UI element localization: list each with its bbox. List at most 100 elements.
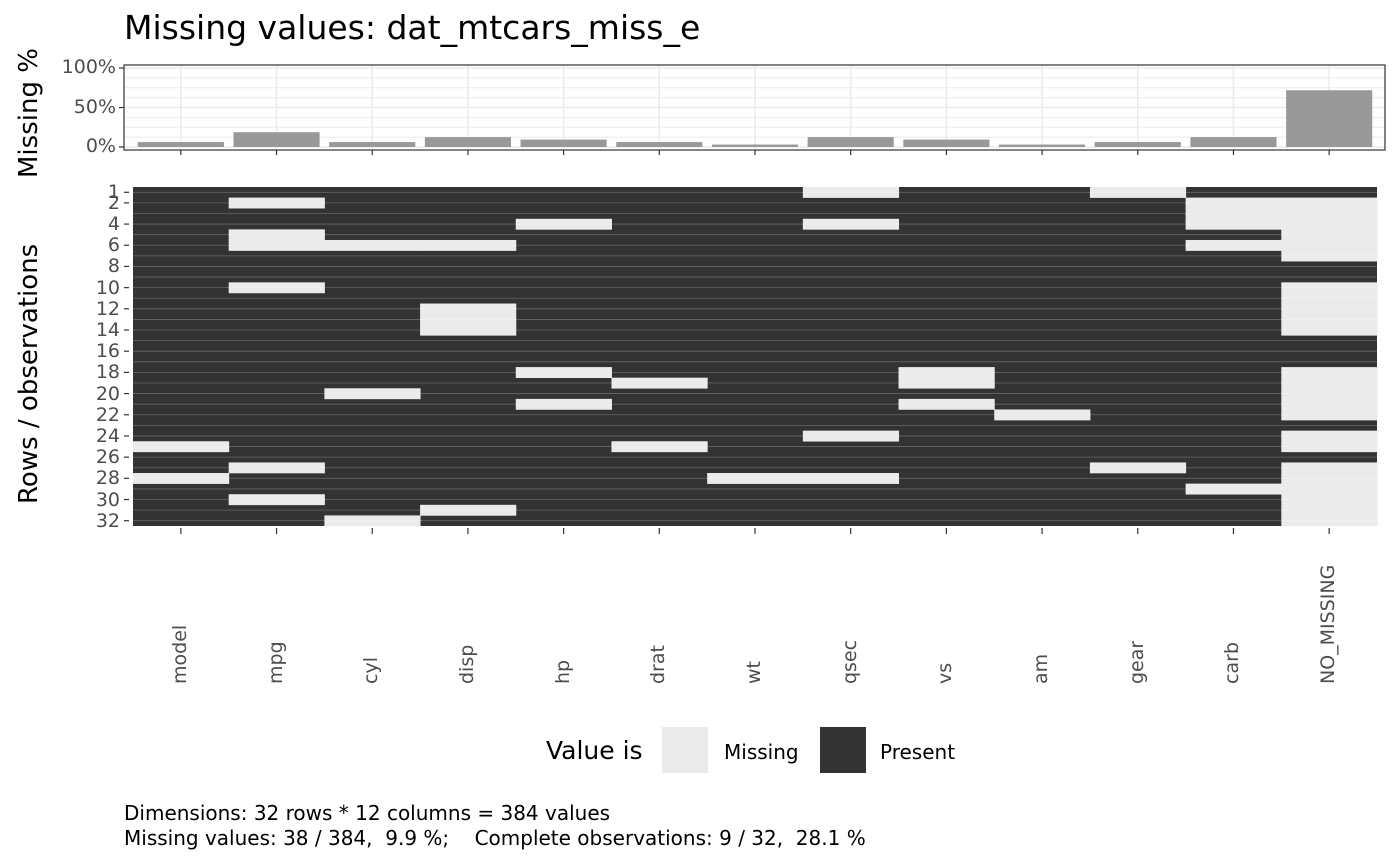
x-tick-label-wt: wt (743, 661, 765, 684)
legend-label-missing: Missing (724, 740, 799, 764)
legend-key-missing (662, 727, 708, 773)
heatmap-cell-missing-NO_MISSING-29 (1281, 483, 1378, 495)
heatmap-cell-missing-hp-4 (515, 218, 612, 230)
heatmap-cell-missing-NO_MISSING-12 (1281, 303, 1378, 315)
heatmap-cell-missing-NO_MISSING-10 (1281, 282, 1378, 294)
bar-y-tick-label: 50% (73, 95, 116, 118)
bar-cyl (329, 142, 416, 147)
heatmap-cell-missing-NO_MISSING-11 (1281, 292, 1378, 304)
heatmap-cell-missing-qsec-4 (802, 218, 900, 230)
heatmap-cell-missing-qsec-28 (802, 473, 900, 484)
heatmap-y-tick-label: 32 (95, 509, 120, 532)
heatmap-cell-missing-vs-21 (898, 398, 995, 410)
heatmap-cell-missing-NO_MISSING-14 (1281, 324, 1378, 336)
heatmap-cell-missing-mpg-10 (228, 282, 325, 294)
bar-model (137, 142, 224, 147)
heatmap-cell-missing-disp-13 (420, 314, 517, 326)
bar-y-tick-label: 100% (61, 56, 116, 78)
heatmap-cell-missing-drat-25 (611, 441, 708, 453)
x-tick-label-NO_MISSING: NO_MISSING (1317, 564, 1340, 684)
heatmap-cell-missing-am-22 (994, 409, 1091, 421)
bar-am (999, 144, 1086, 147)
heatmap-y-tick-label: 30 (95, 488, 120, 511)
heatmap-cell-missing-NO_MISSING-18 (1281, 367, 1378, 378)
heatmap-cell-missing-model-28 (133, 473, 230, 484)
heatmap-cell-missing-vs-19 (898, 377, 995, 389)
heatmap-cell-missing-NO_MISSING-19 (1281, 377, 1378, 389)
heatmap-cell-missing-NO_MISSING-25 (1281, 441, 1378, 453)
legend-title: Value is (546, 736, 643, 765)
heatmap-cell-missing-mpg-27 (228, 462, 325, 474)
heatmap-cell-missing-carb-2 (1185, 197, 1282, 209)
heatmap-cell-missing-NO_MISSING-21 (1281, 398, 1378, 410)
heatmap-cell-missing-NO_MISSING-4 (1281, 218, 1378, 230)
x-tick-label-qsec: qsec (838, 639, 861, 684)
heatmap-cell-missing-NO_MISSING-3 (1281, 208, 1378, 220)
x-tick-label-hp: hp (551, 659, 574, 684)
heatmap-cell-missing-disp-6 (420, 239, 517, 251)
heatmap-y-tick-label: 14 (95, 319, 120, 342)
heatmap-y-tick-label: 18 (95, 361, 120, 384)
x-tick-label-vs: vs (934, 662, 957, 684)
heatmap-cell-missing-vs-18 (898, 367, 995, 378)
heatmap-y-tick-label: 8 (107, 255, 120, 278)
heatmap-cell-missing-qsec-24 (802, 430, 900, 442)
bar-carb (1190, 137, 1277, 147)
chart-title: Missing values: dat_mtcars_miss_e (124, 8, 701, 47)
x-tick-label-disp: disp (455, 644, 478, 684)
heatmap-y-tick-label: 26 (95, 446, 120, 469)
heatmap-cell-missing-cyl-6 (324, 239, 421, 251)
heatmap-cell-missing-NO_MISSING-24 (1281, 430, 1378, 442)
heatmap-cell-missing-disp-31 (420, 504, 517, 516)
heatmap-y-tick-label: 20 (95, 382, 120, 405)
heatmap-y-tick-label: 12 (95, 297, 120, 320)
heatmap-cell-missing-NO_MISSING-20 (1281, 388, 1378, 400)
heatmap-y-tick-label: 4 (107, 213, 120, 236)
heatmap-cell-missing-NO_MISSING-22 (1281, 409, 1378, 421)
heatmap-cell-missing-NO_MISSING-13 (1281, 314, 1378, 326)
bar-mpg (233, 132, 320, 147)
x-tick-label-carb: carb (1221, 642, 1244, 684)
heatmap-cell-missing-mpg-6 (228, 239, 325, 251)
bar-qsec (807, 137, 894, 147)
heatmap-y-tick-label: 22 (95, 403, 120, 426)
heatmap-cell-missing-carb-6 (1185, 239, 1282, 251)
heatmap-cell-missing-hp-21 (515, 398, 612, 410)
bar-y-tick-label: 0% (85, 135, 116, 157)
heatmap-cell-missing-disp-14 (420, 324, 517, 336)
caption-dimensions: Dimensions: 32 rows * 12 columns = 384 v… (124, 801, 611, 825)
heatmap-cell-missing-NO_MISSING-2 (1281, 197, 1378, 209)
heatmap-cell-missing-disp-12 (420, 303, 517, 315)
heatmap-cell-missing-NO_MISSING-5 (1281, 229, 1378, 241)
heatmap-cell-missing-carb-4 (1185, 218, 1282, 230)
heatmap-cell-missing-hp-18 (515, 367, 612, 378)
x-tick-label-am: am (1030, 653, 1053, 684)
caption-missing-summary: Missing values: 38 / 384, 9.9 %; Complet… (124, 826, 866, 850)
heatmap-y-tick-label: 16 (95, 340, 120, 363)
x-tick-label-drat: drat (647, 645, 670, 684)
heatmap-y-tick-label: 2 (107, 191, 120, 214)
heatmap-cell-missing-NO_MISSING-7 (1281, 250, 1378, 262)
bar-vs (903, 139, 990, 147)
bar-drat (616, 142, 703, 147)
heatmap-y-tick-label: 1 (107, 181, 120, 204)
x-tick-label-gear: gear (1125, 640, 1148, 684)
heatmap-cell-missing-gear-1 (1089, 187, 1187, 198)
heatmap-y-tick-label: 28 (95, 467, 120, 490)
legend-key-present (820, 727, 866, 773)
heatmap-cell-missing-cyl-20 (324, 388, 421, 400)
heatmap-cell-missing-mpg-30 (228, 494, 325, 506)
heatmap-cell-missing-NO_MISSING-6 (1281, 239, 1378, 251)
heatmap-cell-missing-NO_MISSING-27 (1281, 462, 1378, 474)
x-tick-label-mpg: mpg (264, 641, 287, 684)
heatmap-cell-missing-mpg-2 (228, 197, 325, 209)
heatmap-cell-missing-qsec-1 (802, 187, 900, 198)
legend-label-present: Present (880, 740, 956, 764)
heatmap-cell-missing-NO_MISSING-31 (1281, 504, 1378, 516)
bar-NO_MISSING (1286, 90, 1373, 147)
heatmap-y-tick-label: 10 (95, 276, 120, 299)
heatmap-cell-missing-cyl-32 (324, 515, 421, 527)
heatmap-cell-missing-NO_MISSING-30 (1281, 494, 1378, 506)
heatmap-cell-missing-carb-3 (1185, 208, 1282, 220)
